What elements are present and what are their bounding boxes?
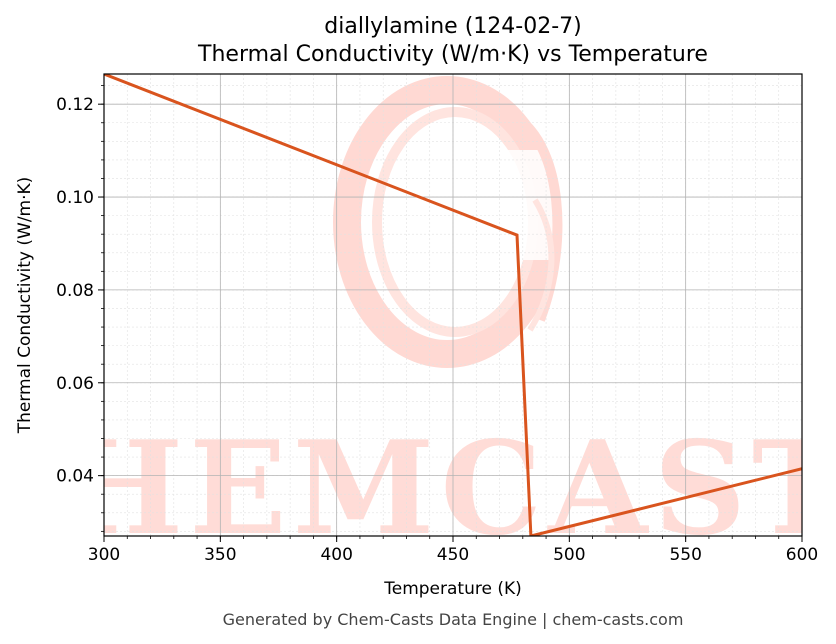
x-tick-label: 600 [786,545,818,565]
footer-credit: Generated by Chem-Casts Data Engine | ch… [223,610,684,629]
major-grid [103,74,803,536]
x-tick-label: 550 [669,545,701,565]
series-layer [104,74,802,536]
y-tick-label: 0.08 [56,281,94,301]
x-tick-label: 500 [553,545,585,565]
watermark-text: CHEMCASTS [0,414,836,564]
x-tick-label: 450 [437,545,469,565]
series-line-0 [104,74,802,536]
chart-subtitle: Thermal Conductivity (W/m·K) vs Temperat… [197,42,708,67]
y-tick-label: 0.04 [56,467,94,487]
x-tick-label: 300 [88,545,120,565]
x-tick-label: 400 [320,545,352,565]
x-tick-label: 350 [204,545,236,565]
x-axis-ticks: 300 350 400 450 500 550 600 [88,536,818,565]
y-tick-label: 0.10 [56,188,94,208]
y-tick-label: 0.12 [56,95,94,115]
y-axis-label: Thermal Conductivity (W/m·K) [15,177,35,435]
chart-title: diallylamine (124-02-7) [324,14,581,39]
y-tick-label: 0.06 [56,374,94,394]
watermark-swirl-logo [333,76,580,368]
y-axis-ticks: 0.04 0.06 0.08 0.10 0.12 [56,85,104,532]
x-axis-label: Temperature (K) [383,579,522,599]
